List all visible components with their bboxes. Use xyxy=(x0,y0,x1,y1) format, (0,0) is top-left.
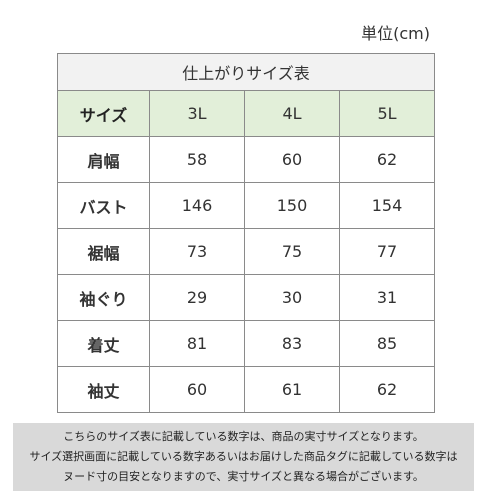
table-caption-row: 仕上がりサイズ表 xyxy=(56,53,436,91)
row-label: 裾幅 xyxy=(57,228,150,275)
table-cell: 31 xyxy=(338,274,436,321)
table-cell: 146 xyxy=(149,182,245,229)
table-title: 仕上がりサイズ表 xyxy=(56,53,436,91)
header-size-label: サイズ xyxy=(57,90,150,137)
table-cell: 62 xyxy=(338,136,436,183)
size-note-box: こちらのサイズ表に記載している数字は、商品の実寸サイズとなります。 サイズ選択画… xyxy=(13,423,474,491)
table-cell: 154 xyxy=(338,182,436,229)
table-row: 袖ぐり 29 30 31 xyxy=(57,274,436,321)
table-cell: 62 xyxy=(338,366,436,413)
table-cell: 150 xyxy=(244,182,340,229)
note-line: こちらのサイズ表に記載している数字は、商品の実寸サイズとなります。 xyxy=(63,430,424,443)
row-label: 肩幅 xyxy=(57,136,150,183)
table-cell: 29 xyxy=(149,274,245,321)
table-row: 袖丈 60 61 62 xyxy=(57,366,436,413)
table-cell: 73 xyxy=(149,228,245,275)
table-cell: 30 xyxy=(244,274,340,321)
table-cell: 60 xyxy=(244,136,340,183)
table-cell: 60 xyxy=(149,366,245,413)
note-line: ヌード寸の目安となりますので、実寸サイズと異なる場合がございます。 xyxy=(63,470,424,483)
table-cell: 83 xyxy=(244,320,340,367)
unit-label: 単位(cm) xyxy=(361,24,430,43)
table-cell: 58 xyxy=(149,136,245,183)
row-label: バスト xyxy=(57,182,150,229)
row-label: 袖ぐり xyxy=(57,274,150,321)
row-label: 袖丈 xyxy=(57,366,150,413)
table-cell: 77 xyxy=(338,228,436,275)
table-cell: 61 xyxy=(244,366,340,413)
header-size-4l: 4L xyxy=(244,90,340,137)
note-line: サイズ選択画面に記載している数字あるいはお届けした商品タグに記載している数字は xyxy=(29,450,458,463)
table-row: バスト 146 150 154 xyxy=(57,182,436,229)
size-table: 仕上がりサイズ表 サイズ 3L 4L 5L 肩幅 58 60 62 バスト 14… xyxy=(56,53,436,413)
table-cell: 75 xyxy=(244,228,340,275)
header-size-5l: 5L xyxy=(338,90,436,137)
table-row: 肩幅 58 60 62 xyxy=(57,136,436,183)
table-cell: 81 xyxy=(149,320,245,367)
table-cell: 85 xyxy=(338,320,436,367)
header-size-3l: 3L xyxy=(149,90,245,137)
row-label: 着丈 xyxy=(57,320,150,367)
table-row: 着丈 81 83 85 xyxy=(57,320,436,367)
table-row: 裾幅 73 75 77 xyxy=(57,228,436,275)
table-header-row: サイズ 3L 4L 5L xyxy=(57,90,436,137)
